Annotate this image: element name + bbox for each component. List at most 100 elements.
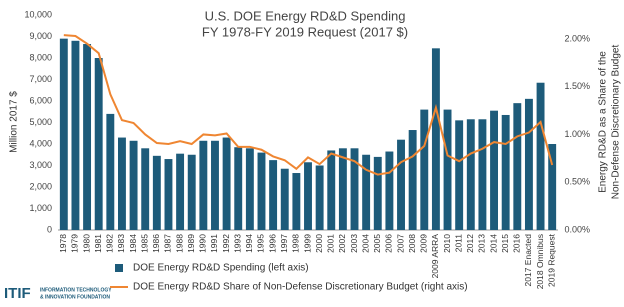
- y-tick-label: 1,000: [29, 203, 52, 213]
- x-tick-label: 1994: [244, 234, 254, 253]
- bar: [338, 148, 347, 230]
- x-tick-label: 1983: [116, 234, 126, 253]
- y-tick-label: 6,000: [29, 95, 52, 105]
- x-tick-label: 1991: [209, 234, 219, 253]
- bar: [327, 150, 336, 230]
- bar: [83, 44, 92, 231]
- bar: [490, 110, 498, 230]
- y-tick-label: 3,000: [29, 160, 52, 170]
- bar: [152, 155, 161, 230]
- line: [63, 34, 554, 176]
- chart-title: U.S. DOE Energy RD&D Spending: [205, 8, 406, 23]
- x-tick-label: 2002: [337, 234, 347, 253]
- bar: [71, 40, 80, 230]
- y-tick-label: 7,000: [29, 74, 52, 84]
- bar: [397, 139, 405, 230]
- bar: [513, 103, 522, 230]
- bar: [257, 152, 266, 230]
- x-tick-label: 1980: [81, 234, 91, 253]
- x-tick-label: 1986: [151, 234, 161, 253]
- bar: [501, 114, 510, 230]
- x-tick-label: 2008: [407, 234, 417, 253]
- x-tick-label: 2013: [477, 234, 487, 253]
- bar: [129, 140, 138, 230]
- x-tick-label: 2000: [314, 234, 324, 253]
- legend-label: DOE Energy RD&D Share of Non-Defense Dis…: [133, 282, 468, 293]
- bar: [118, 137, 126, 230]
- x-tick-label: 1997: [279, 234, 289, 253]
- bar: [478, 119, 487, 230]
- bar: [176, 153, 185, 230]
- x-tick-label: 1993: [232, 234, 242, 253]
- bar: [431, 48, 440, 231]
- x-tick-label: 2017 Enacted: [523, 234, 533, 287]
- x-tick-label: 2009 ARRA: [430, 234, 440, 279]
- y-tick-label: 4,000: [29, 138, 52, 148]
- x-tick-label: 1990: [198, 234, 208, 253]
- x-tick-label: 1984: [128, 234, 138, 253]
- x-tick-label: 1999: [302, 234, 312, 253]
- x-tick-label: 1996: [267, 234, 277, 253]
- bar: [187, 154, 196, 230]
- y-tick-label: 8,000: [29, 52, 52, 62]
- bar: [466, 119, 475, 230]
- x-tick-label: 2015: [500, 234, 510, 253]
- x-tick-label: 2019 Request: [546, 233, 556, 287]
- bar: [455, 120, 464, 230]
- x-tick-label: 1979: [70, 234, 80, 253]
- bar: [443, 109, 452, 230]
- bar: [420, 109, 429, 230]
- logo-name: ITIF: [4, 285, 31, 302]
- bar: [269, 160, 278, 230]
- bar: [59, 38, 68, 231]
- bar: [315, 165, 324, 230]
- x-tick-label: 2009: [419, 234, 429, 253]
- bar: [234, 147, 243, 230]
- bar: [245, 148, 254, 230]
- x-tick-label: 1995: [256, 234, 266, 253]
- bar: [385, 151, 394, 230]
- x-tick-label: 1982: [105, 234, 115, 253]
- bar: [292, 173, 301, 230]
- x-tick-label: 1985: [139, 234, 149, 253]
- x-tick-label: 1998: [291, 234, 301, 253]
- y-tick-label: 9,000: [29, 31, 52, 41]
- y-axis-title: Million 2017 $: [9, 91, 20, 153]
- x-tick-label: 1992: [221, 234, 231, 253]
- legend-swatch: [115, 264, 123, 272]
- x-tick-label: 1989: [186, 234, 196, 253]
- y-tick-label: 0: [47, 224, 52, 234]
- y2-tick-label: 0.00%: [564, 224, 590, 234]
- x-tick-label: 1978: [58, 234, 68, 253]
- x-tick-label: 2016: [512, 234, 522, 253]
- bar: [280, 168, 289, 230]
- bar: [548, 144, 557, 230]
- x-tick-label: 2014: [488, 234, 498, 253]
- x-tick-label: 2005: [372, 234, 382, 253]
- y2-tick-label: 1.00%: [564, 129, 590, 139]
- x-tick-label: 2006: [384, 234, 394, 253]
- chart-title: FY 1978-FY 2019 Request (2017 $): [202, 24, 408, 39]
- bar: [199, 140, 208, 230]
- bar: [222, 137, 231, 230]
- x-tick-label: 1987: [163, 234, 173, 253]
- logo: ITIF INFORMATION TECHNOLOGY & INNOVATION…: [4, 285, 112, 302]
- logo-text: & INNOVATION FOUNDATION: [40, 294, 110, 300]
- bar: [373, 156, 382, 230]
- bar: [408, 130, 417, 230]
- bar: [524, 98, 533, 230]
- bar: [106, 113, 115, 230]
- x-tick-label: 2001: [326, 234, 336, 253]
- bar: [211, 140, 219, 230]
- bar: [362, 154, 371, 230]
- y2-axis-title: Non-Defense Discretionary Budget: [611, 45, 622, 200]
- y-tick-label: 5,000: [29, 117, 52, 127]
- bar: [164, 159, 173, 230]
- y-tick-label: 2,000: [29, 181, 52, 191]
- y-tick-label: 10,000: [24, 9, 52, 19]
- x-tick-label: 2012: [465, 234, 475, 253]
- y2-axis-title: Energy RD&D as a Share of the: [598, 51, 609, 193]
- x-tick-label: 1988: [174, 234, 184, 253]
- x-tick-label: 2018 Omnibus: [535, 234, 545, 289]
